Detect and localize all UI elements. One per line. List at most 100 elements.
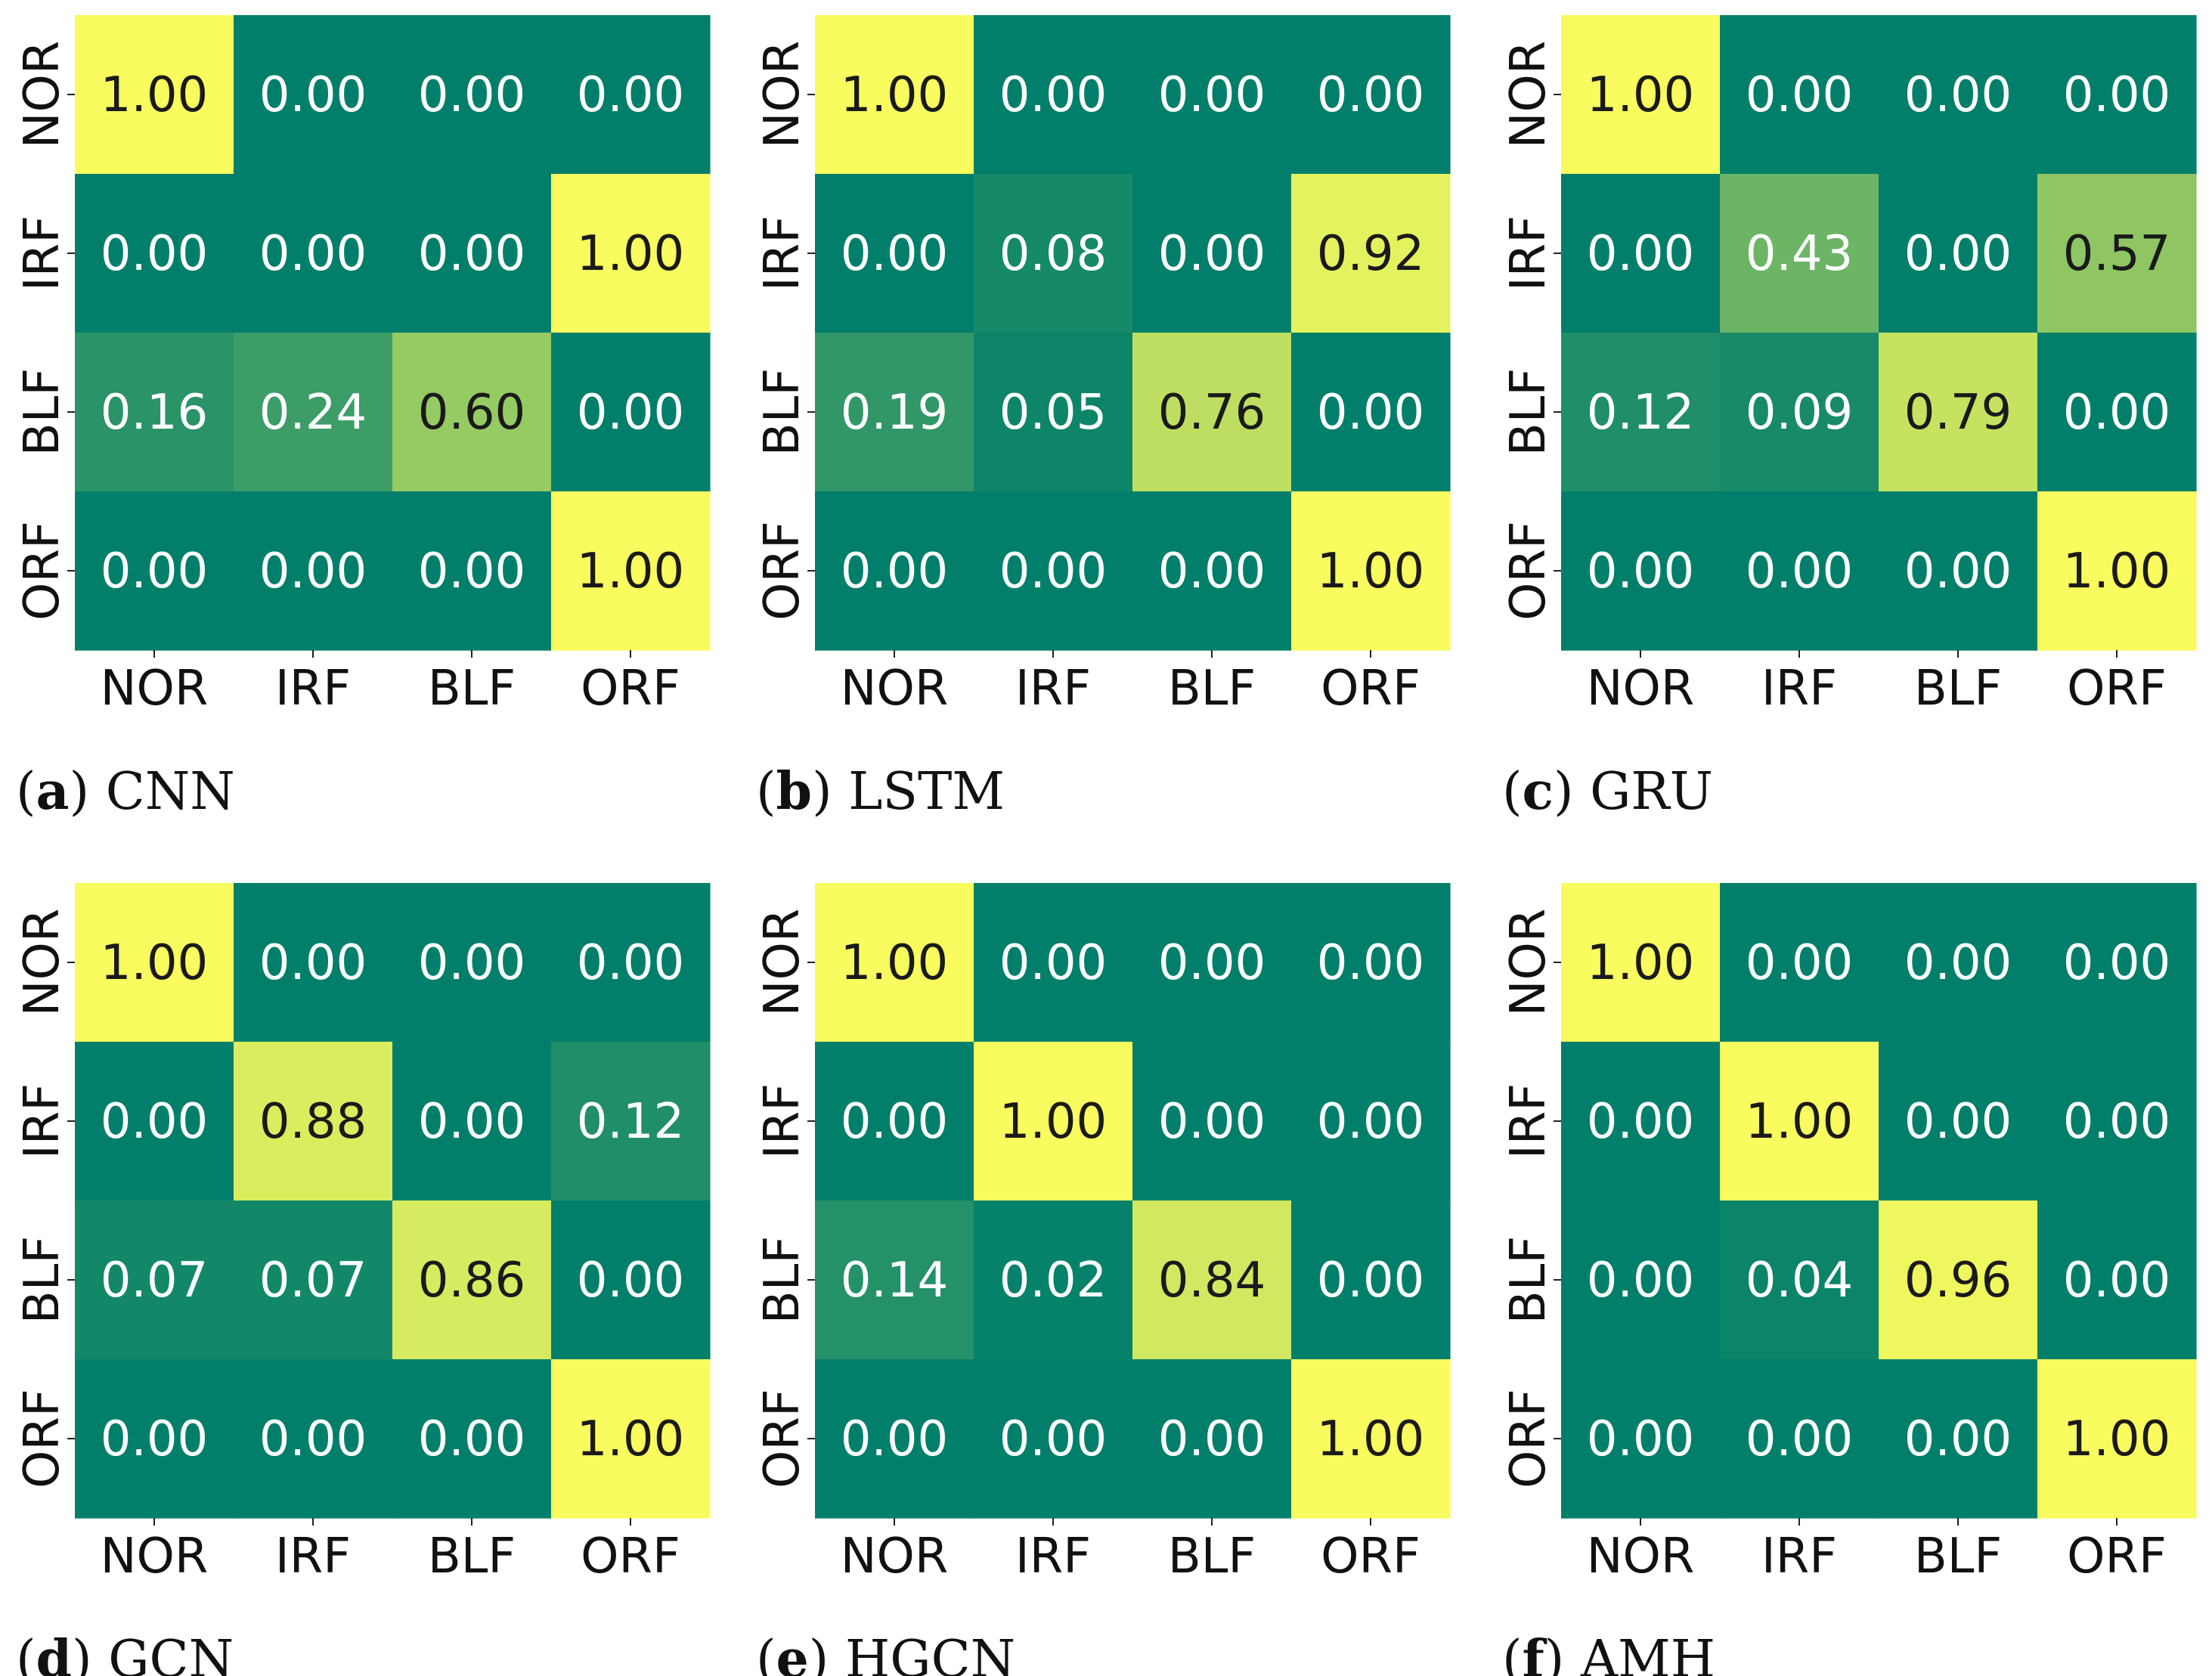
cell-value-label: 0.86	[418, 1253, 526, 1309]
cell-value-label: 0.00	[101, 1094, 209, 1150]
cell-value-label: 0.00	[418, 1411, 526, 1467]
heatmap-cell	[1132, 333, 1292, 492]
cell-value-label: 0.00	[2063, 935, 2171, 991]
caption-paren-open: (	[16, 1630, 36, 1676]
heatmap-cell	[1132, 1042, 1292, 1201]
heatmap-cell	[1879, 1359, 2038, 1519]
cell-value-label: 1.00	[577, 544, 685, 599]
cell-value-label: 0.00	[1904, 1411, 2012, 1467]
panel-caption: (e) HGCN	[756, 1629, 1015, 1676]
cell-value-label: 0.00	[2063, 1253, 2171, 1309]
y-tick-label: NOR	[14, 41, 70, 149]
cell-value-label: 1.00	[1317, 1411, 1425, 1467]
heatmap-cell	[75, 333, 234, 492]
caption-paren-close: )	[72, 1630, 108, 1676]
cell-value-label: 1.00	[1587, 67, 1695, 123]
cell-value-label: 0.00	[259, 226, 367, 282]
y-tick-label: IRF	[754, 215, 810, 291]
cell-value-label: 1.00	[101, 935, 209, 991]
x-tick-label: BLF	[1914, 661, 2002, 717]
cell-value-label: 0.07	[259, 1253, 367, 1309]
caption-paren-open: (	[1502, 1630, 1523, 1676]
cell-value-label: 0.00	[1904, 1094, 2012, 1150]
cell-value-label: 0.60	[418, 385, 526, 441]
heatmap-cell	[2037, 1200, 2197, 1360]
y-tick-label: NOR	[1501, 41, 1557, 149]
heatmap-cell	[234, 883, 393, 1042]
cell-value-label: 0.00	[101, 544, 209, 599]
cell-value-label: 0.24	[259, 385, 367, 441]
cell-value-label: 0.00	[1746, 1411, 1854, 1467]
heatmap-cell	[815, 1359, 974, 1519]
cell-value-label: 1.00	[577, 226, 685, 282]
cell-value-label: 1.00	[1317, 544, 1425, 599]
cell-value-label: 0.00	[841, 1411, 949, 1467]
x-tick-label: ORF	[2067, 1529, 2167, 1585]
caption-letter: f	[1523, 1629, 1547, 1676]
cell-value-label: 0.00	[1587, 1094, 1695, 1150]
x-tick-label: ORF	[2067, 661, 2167, 717]
x-tick-label: IRF	[1015, 661, 1091, 717]
x-tick-label: NOR	[101, 661, 209, 717]
heatmap-cell	[234, 1359, 393, 1519]
heatmap-cell	[1561, 15, 1721, 175]
heatmap-cell	[815, 1042, 974, 1201]
cell-value-label: 0.00	[1587, 226, 1695, 282]
caption-letter: c	[1523, 761, 1554, 822]
cell-value-label: 0.00	[1904, 544, 2012, 599]
cell-value-label: 0.76	[1158, 385, 1266, 441]
heatmap-cell	[2037, 333, 2197, 492]
cell-value-label: 0.00	[259, 67, 367, 123]
heatmap-cell	[1132, 15, 1292, 175]
x-tick-label: ORF	[1321, 1529, 1420, 1585]
heatmap-cell	[551, 1359, 711, 1519]
y-tick-label: IRF	[14, 215, 70, 291]
x-tick-label: BLF	[1914, 1529, 2002, 1585]
y-tick-label: BLF	[754, 368, 810, 456]
y-tick-label: BLF	[14, 1236, 70, 1324]
x-tick-label: ORF	[581, 1529, 680, 1585]
caption-model-name: HGCN	[845, 1630, 1015, 1676]
heatmap-cell	[2037, 491, 2197, 651]
cell-value-label: 0.92	[1317, 226, 1425, 282]
cell-value-label: 0.00	[1158, 544, 1266, 599]
y-tick-label: ORF	[1501, 1389, 1557, 1489]
heatmap-cell	[974, 1359, 1133, 1519]
heatmap-cell	[1720, 333, 1879, 492]
heatmap-cell	[392, 491, 552, 651]
cell-value-label: 0.00	[1746, 544, 1854, 599]
cell-value-label: 0.43	[1746, 226, 1854, 282]
heatmap-cell	[234, 333, 393, 492]
heatmap-cell	[75, 174, 234, 333]
cell-value-label: 0.00	[1317, 1094, 1425, 1150]
cell-value-label: 0.12	[1587, 385, 1695, 441]
heatmap-cell	[2037, 1359, 2197, 1519]
heatmap-cell	[1561, 1042, 1721, 1201]
cell-value-label: 0.00	[101, 226, 209, 282]
x-tick-label: ORF	[1321, 661, 1420, 717]
heatmap-cell	[551, 491, 711, 651]
caption-letter: b	[776, 761, 813, 822]
y-tick-label: IRF	[1501, 215, 1557, 291]
y-tick-label: BLF	[1501, 1236, 1557, 1324]
heatmap-cell	[75, 1359, 234, 1519]
caption-paren-open: (	[756, 762, 776, 822]
heatmap-cell	[1291, 333, 1451, 492]
y-tick-label: IRF	[14, 1083, 70, 1159]
heatmap-cell	[1720, 1042, 1879, 1201]
heatmap-cell	[1132, 883, 1292, 1042]
heatmap-cell	[75, 15, 234, 175]
heatmap-cell	[1720, 491, 1879, 651]
heatmap-cell	[392, 1042, 552, 1201]
panel-caption: (f) AMH	[1502, 1629, 1715, 1676]
cell-value-label: 0.00	[577, 385, 685, 441]
cell-value-label: 0.00	[1158, 935, 1266, 991]
heatmap-cell	[815, 15, 974, 175]
heatmap-cell	[1720, 15, 1879, 175]
cell-value-label: 0.00	[1158, 226, 1266, 282]
cell-value-label: 0.84	[1158, 1253, 1266, 1309]
heatmap-cell	[1561, 491, 1721, 651]
cell-value-label: 0.00	[1158, 67, 1266, 123]
cell-value-label: 0.09	[1746, 385, 1854, 441]
